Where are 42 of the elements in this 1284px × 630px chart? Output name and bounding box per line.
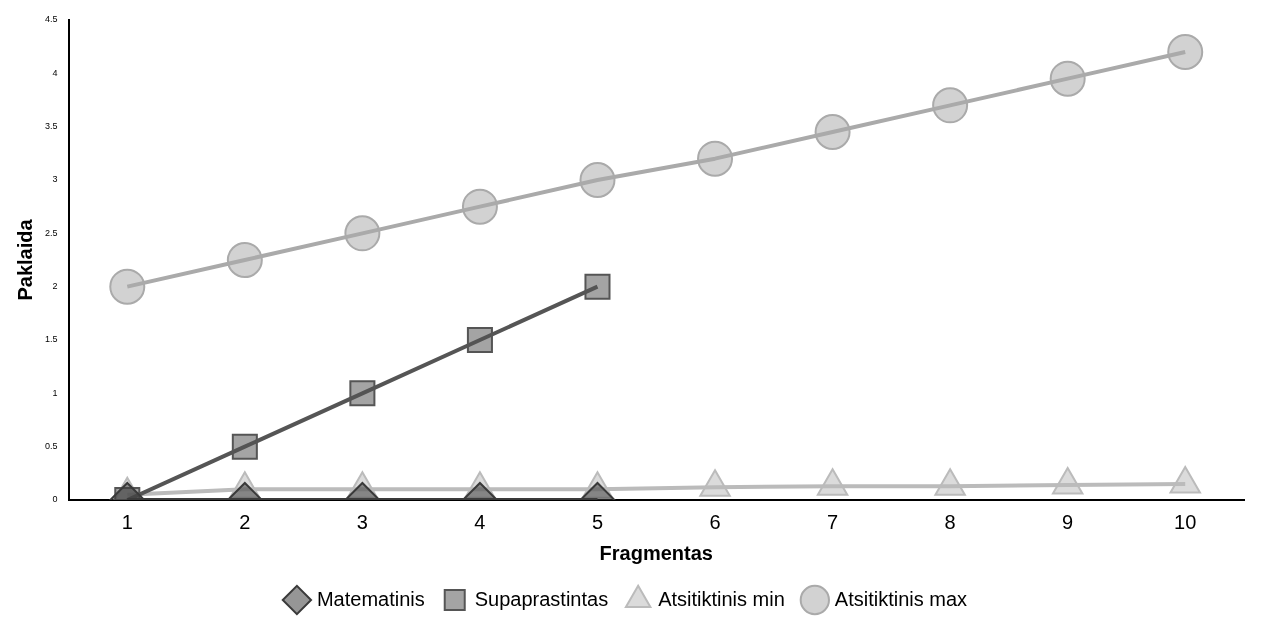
point [1167, 34, 1204, 70]
y-tick-label: 4 [52, 67, 58, 78]
y-axis-title: Paklaida [13, 218, 36, 301]
x-tick-label: 8 [944, 510, 956, 533]
y-tick-label: 3.5 [45, 121, 58, 132]
y-tick-label: 0.5 [45, 441, 58, 452]
x-tick-label: 2 [239, 510, 251, 533]
point [461, 188, 498, 225]
x-tick-label: 3 [356, 510, 368, 533]
x-tick-label: 5 [591, 510, 604, 533]
x-tick-label: 6 [709, 510, 721, 533]
x-tick-label: 1 [121, 510, 133, 533]
y-tick-label: 2.5 [45, 227, 58, 238]
point [816, 468, 849, 496]
point [934, 468, 966, 496]
x-axis-title: Fragmentas [599, 541, 713, 564]
legend-label: Supaprastintas [474, 587, 609, 610]
point [1051, 467, 1084, 495]
legend-label: Atsitiktinis min [658, 587, 785, 610]
point [814, 114, 851, 150]
point [579, 162, 616, 198]
point [344, 215, 381, 252]
x-tick-label: 10 [1174, 510, 1197, 533]
point [699, 469, 731, 497]
y-tick-label: 1.5 [45, 334, 58, 345]
y-tick-label: 0 [52, 494, 58, 505]
point [584, 273, 611, 300]
x-tick-label: 4 [474, 510, 486, 533]
x-tick-label: 7 [827, 510, 839, 533]
y-tick-label: 2 [52, 281, 58, 292]
y-tick-label: 4.5 [45, 14, 58, 25]
point [1169, 466, 1201, 494]
y-tick-label: 3 [52, 174, 58, 185]
y-tick-label: 1 [52, 387, 58, 398]
point [932, 87, 969, 124]
legend-label: Atsitiktinis max [834, 587, 968, 610]
point [697, 140, 734, 177]
legend-label: Matematinis [316, 587, 425, 610]
point [1049, 60, 1086, 97]
point [226, 242, 263, 278]
x-tick-label: 9 [1062, 510, 1074, 533]
point [109, 268, 146, 305]
